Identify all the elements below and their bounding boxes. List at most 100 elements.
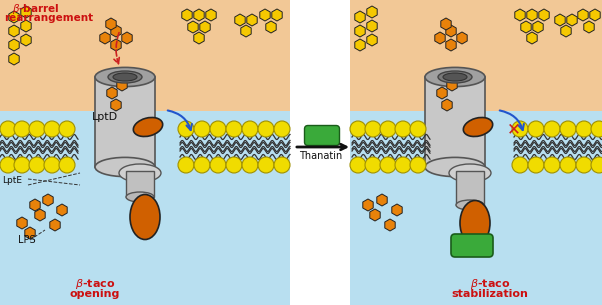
Ellipse shape bbox=[133, 117, 163, 137]
Polygon shape bbox=[106, 18, 116, 30]
Polygon shape bbox=[446, 39, 456, 51]
Circle shape bbox=[560, 121, 576, 137]
Circle shape bbox=[14, 121, 30, 137]
Polygon shape bbox=[111, 39, 121, 51]
Text: $\beta$-taco: $\beta$-taco bbox=[470, 277, 510, 291]
Polygon shape bbox=[182, 9, 192, 21]
Polygon shape bbox=[355, 39, 365, 51]
Polygon shape bbox=[441, 18, 451, 30]
Polygon shape bbox=[111, 99, 121, 111]
Circle shape bbox=[242, 121, 258, 137]
Circle shape bbox=[226, 121, 242, 137]
Polygon shape bbox=[9, 53, 19, 65]
Polygon shape bbox=[561, 25, 571, 37]
Polygon shape bbox=[235, 14, 245, 26]
Polygon shape bbox=[107, 87, 117, 99]
Polygon shape bbox=[21, 20, 31, 32]
Polygon shape bbox=[35, 209, 45, 221]
Bar bbox=[126, 171, 154, 197]
FancyBboxPatch shape bbox=[305, 125, 340, 145]
Polygon shape bbox=[200, 21, 210, 33]
Bar bbox=[425, 77, 485, 167]
Circle shape bbox=[576, 121, 592, 137]
Text: ✕: ✕ bbox=[507, 120, 521, 138]
Polygon shape bbox=[370, 209, 380, 221]
Polygon shape bbox=[363, 199, 373, 211]
Circle shape bbox=[512, 121, 528, 137]
Polygon shape bbox=[122, 32, 132, 44]
Polygon shape bbox=[355, 11, 365, 23]
Bar bbox=[456, 171, 484, 205]
Text: LptD: LptD bbox=[92, 112, 118, 122]
Polygon shape bbox=[515, 9, 525, 21]
Bar bbox=[0, 111, 290, 305]
Polygon shape bbox=[241, 25, 251, 37]
Polygon shape bbox=[442, 99, 452, 111]
Circle shape bbox=[395, 121, 411, 137]
Bar bbox=[95, 77, 155, 167]
Polygon shape bbox=[555, 14, 565, 26]
Polygon shape bbox=[392, 204, 402, 216]
Polygon shape bbox=[539, 9, 549, 21]
Text: LptE: LptE bbox=[2, 176, 22, 185]
Ellipse shape bbox=[460, 200, 490, 246]
Polygon shape bbox=[9, 25, 19, 37]
Circle shape bbox=[410, 157, 426, 173]
Circle shape bbox=[274, 157, 290, 173]
Circle shape bbox=[258, 157, 274, 173]
Polygon shape bbox=[590, 9, 600, 21]
Circle shape bbox=[365, 121, 381, 137]
Bar bbox=[350, 111, 602, 305]
Circle shape bbox=[0, 121, 16, 137]
Circle shape bbox=[178, 121, 194, 137]
Ellipse shape bbox=[130, 195, 160, 239]
Ellipse shape bbox=[95, 67, 155, 87]
Text: $\beta$-barrel: $\beta$-barrel bbox=[12, 2, 60, 16]
Polygon shape bbox=[377, 194, 387, 206]
Circle shape bbox=[512, 157, 528, 173]
Bar bbox=[350, 0, 602, 111]
Circle shape bbox=[194, 121, 210, 137]
Ellipse shape bbox=[95, 157, 155, 177]
Polygon shape bbox=[527, 9, 537, 21]
Polygon shape bbox=[355, 25, 365, 37]
Bar bbox=[0, 0, 290, 111]
Polygon shape bbox=[446, 25, 456, 37]
Ellipse shape bbox=[456, 200, 484, 210]
Polygon shape bbox=[578, 9, 588, 21]
Bar bbox=[290, 0, 350, 305]
Polygon shape bbox=[9, 39, 19, 51]
Ellipse shape bbox=[113, 73, 137, 81]
Circle shape bbox=[44, 157, 60, 173]
FancyBboxPatch shape bbox=[451, 234, 493, 257]
Polygon shape bbox=[584, 21, 594, 33]
Polygon shape bbox=[447, 79, 457, 91]
Polygon shape bbox=[30, 199, 40, 211]
Polygon shape bbox=[266, 21, 276, 33]
Circle shape bbox=[380, 157, 396, 173]
Circle shape bbox=[226, 157, 242, 173]
Text: opening: opening bbox=[70, 289, 120, 299]
Polygon shape bbox=[567, 14, 577, 26]
Polygon shape bbox=[9, 11, 19, 23]
Polygon shape bbox=[194, 32, 204, 44]
Polygon shape bbox=[437, 87, 447, 99]
Polygon shape bbox=[457, 32, 467, 44]
Polygon shape bbox=[188, 21, 198, 33]
Circle shape bbox=[410, 121, 426, 137]
Circle shape bbox=[528, 121, 544, 137]
Text: $\beta$-taco: $\beta$-taco bbox=[75, 277, 115, 291]
Circle shape bbox=[365, 157, 381, 173]
Ellipse shape bbox=[425, 157, 485, 177]
Ellipse shape bbox=[108, 71, 142, 83]
Polygon shape bbox=[272, 9, 282, 21]
Polygon shape bbox=[435, 32, 445, 44]
Circle shape bbox=[29, 157, 45, 173]
Ellipse shape bbox=[464, 117, 492, 137]
Circle shape bbox=[44, 121, 60, 137]
Ellipse shape bbox=[438, 71, 472, 83]
Ellipse shape bbox=[119, 164, 161, 182]
Text: stabilization: stabilization bbox=[452, 289, 529, 299]
Text: LPS: LPS bbox=[18, 235, 36, 245]
Circle shape bbox=[29, 121, 45, 137]
